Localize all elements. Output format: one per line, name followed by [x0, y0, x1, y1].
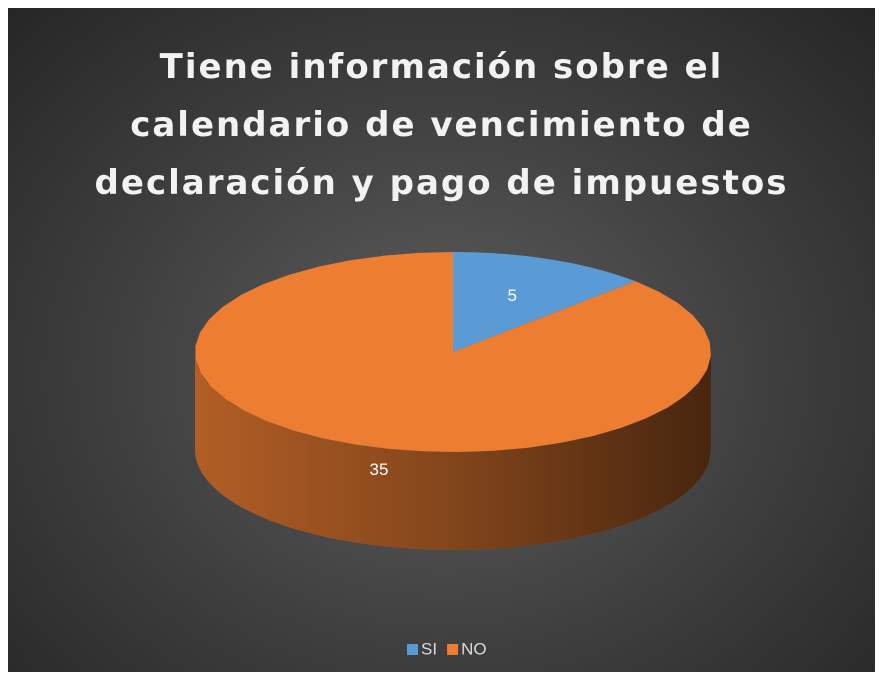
legend-swatch — [447, 644, 459, 655]
data-label: 35 — [369, 460, 388, 479]
pie-side-shade — [195, 352, 711, 550]
legend-label: NO — [461, 639, 487, 658]
chart-area: Tiene información sobre el calendario de… — [8, 8, 875, 672]
pie-slice — [195, 252, 711, 452]
pie-slice — [453, 252, 636, 352]
legend-swatch — [407, 644, 418, 655]
legend-label: SI — [421, 639, 437, 658]
chart-title: Tiene información sobre el calendario de… — [94, 47, 789, 203]
data-label: 5 — [508, 286, 517, 305]
